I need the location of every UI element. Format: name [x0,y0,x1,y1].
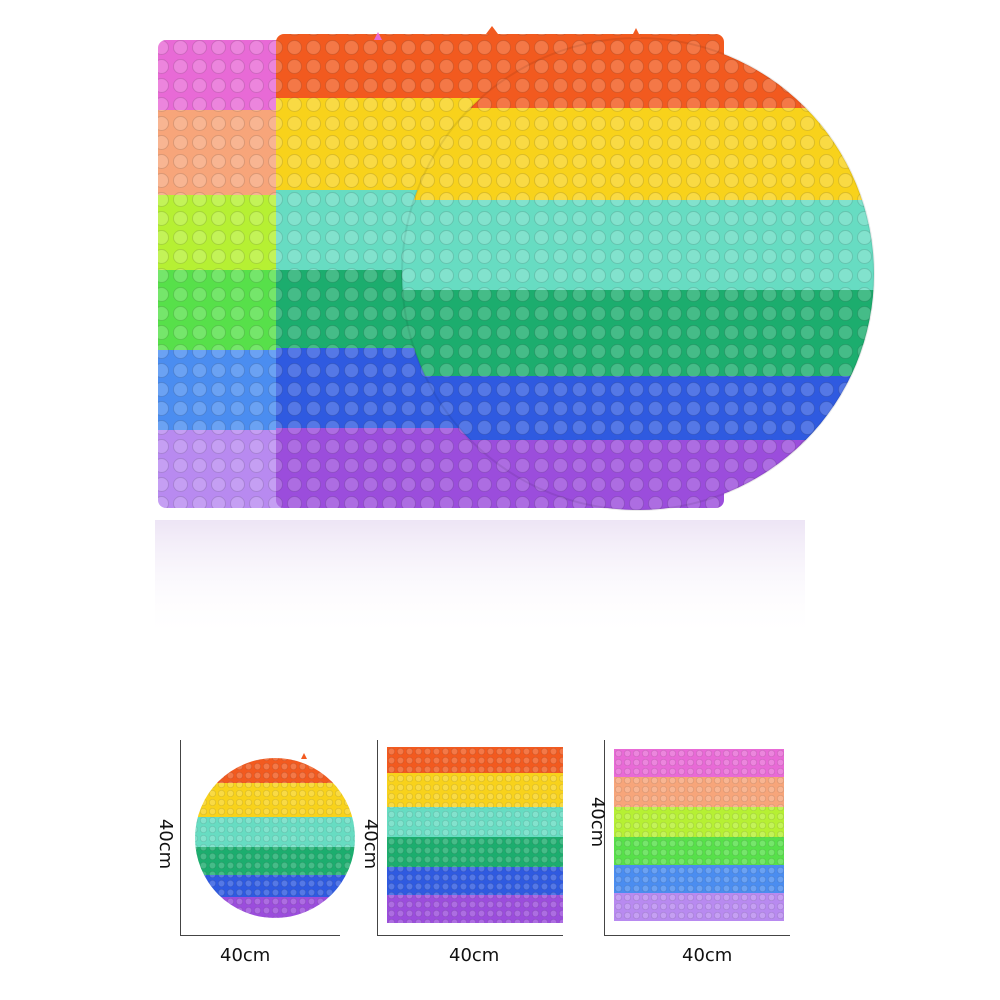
pastel-square-thumbnail [614,749,784,921]
width-guide-line [180,935,340,936]
width-guide-line [377,935,563,936]
width-label: 40cm [220,945,271,966]
size-item-square-rainbow: 40cm 40cm [360,735,575,975]
hero-product-photo [155,26,875,640]
height-guide-line [604,740,605,935]
rainbow-square-thumbnail [387,747,563,923]
height-label: 40cm [155,818,177,870]
width-guide-line [604,935,790,936]
height-label: 40cm [587,796,609,848]
size-item-square-pastel: 40cm 40cm [587,735,800,975]
height-guide-line [377,740,378,935]
height-label: 40cm [360,818,382,870]
width-label: 40cm [682,945,733,966]
circle-board-thumbnail [195,753,355,918]
height-guide-line [180,740,181,935]
size-item-circle: 40cm 40cm [150,735,355,975]
product-boards-illustration [155,26,875,640]
width-label: 40cm [449,945,500,966]
